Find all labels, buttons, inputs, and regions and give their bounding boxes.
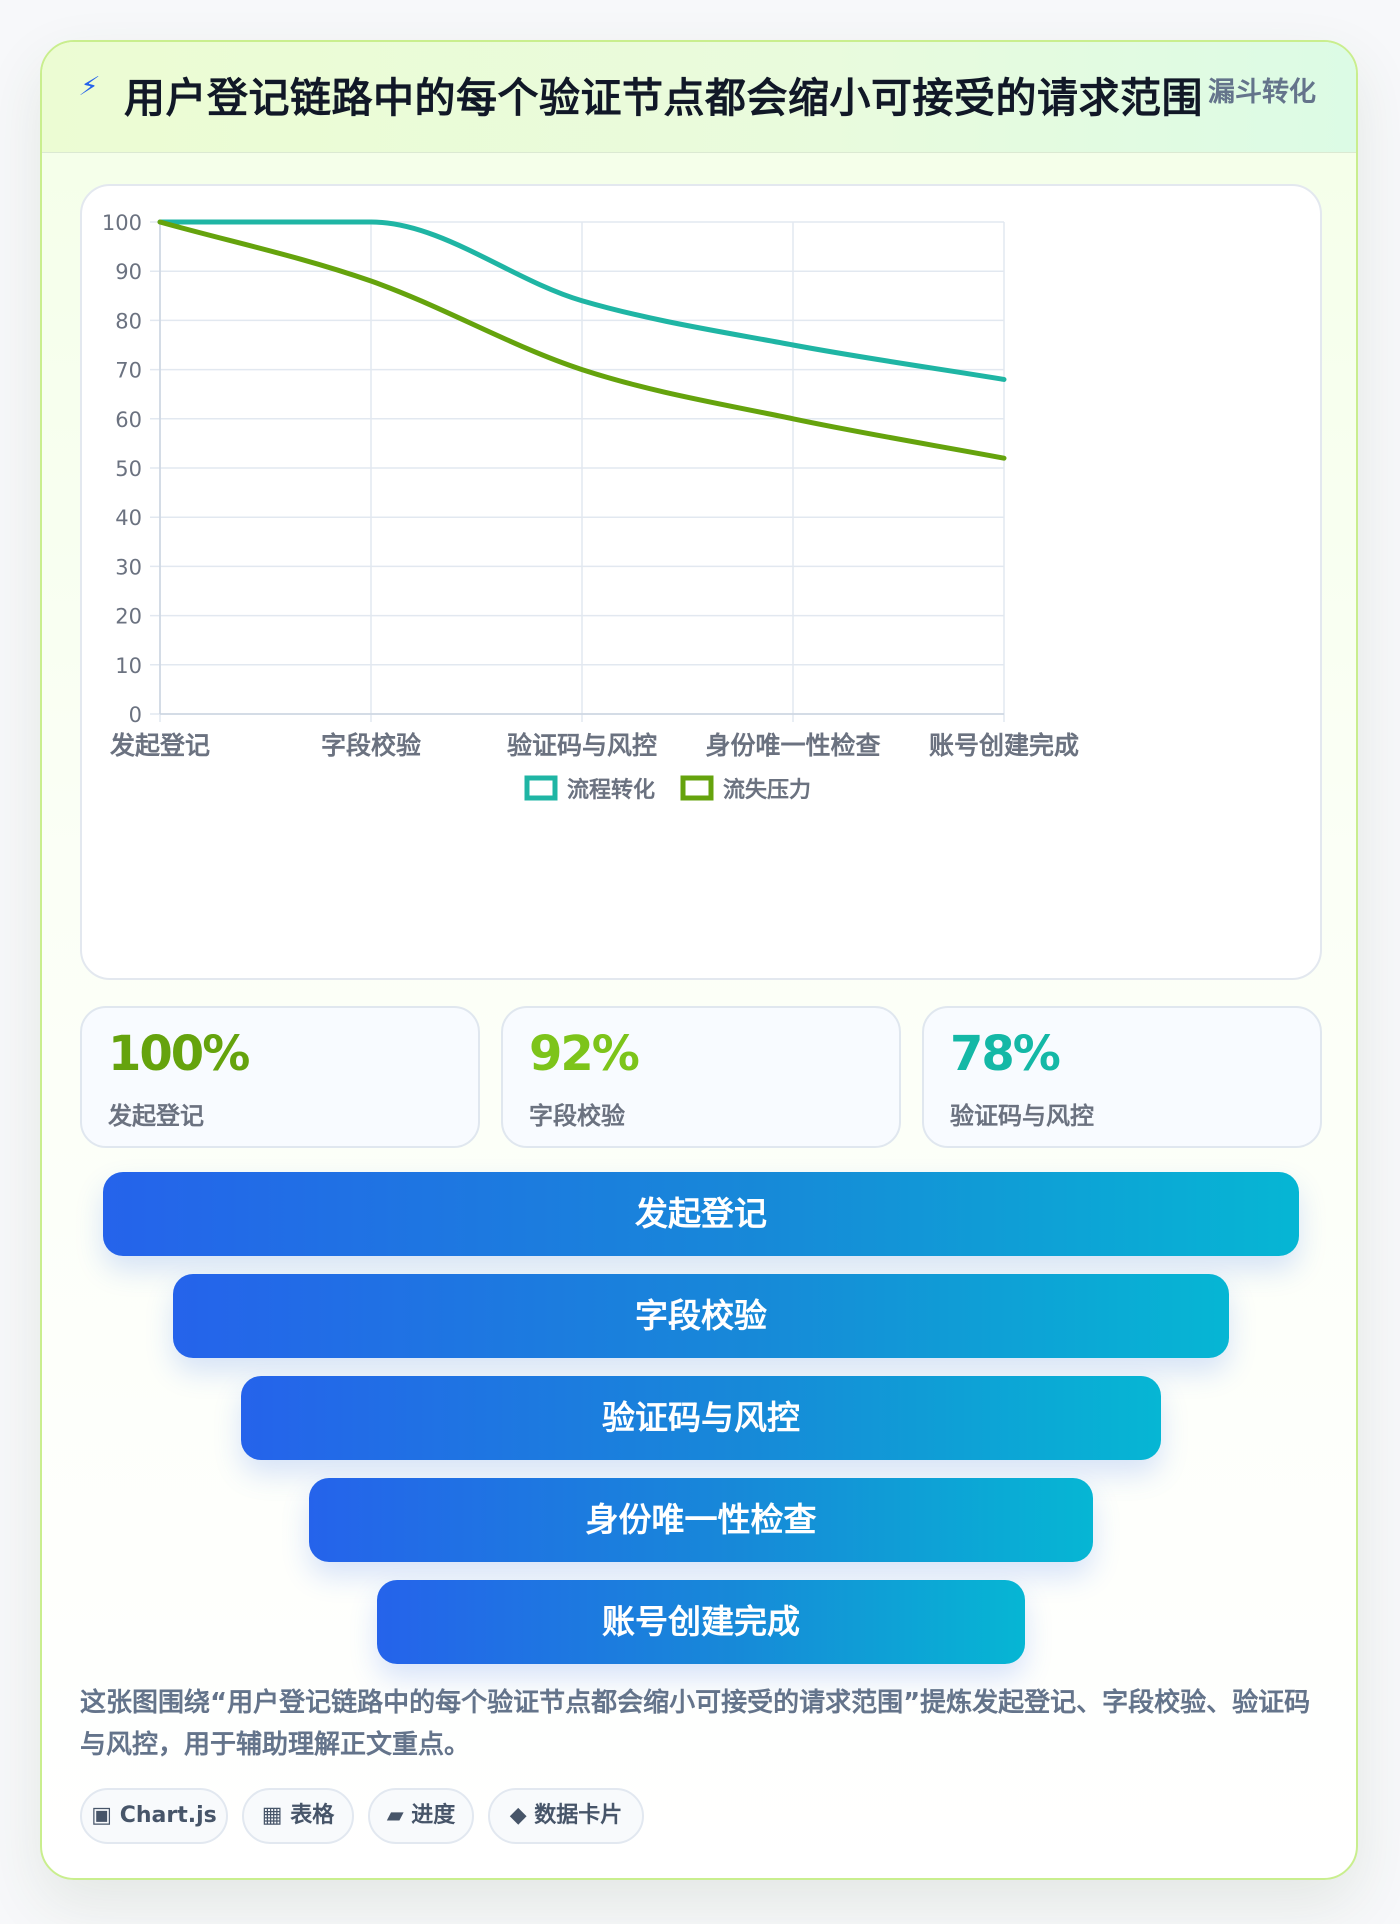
lightning-icon: ⚡ xyxy=(76,72,102,102)
y-tick-label: 10 xyxy=(115,654,142,678)
y-tick-label: 0 xyxy=(129,703,142,727)
line-chart-panel: 0 10 20 30 40 50 60 70 80 90 100 发起登记 字段校验 验证码与风控 身份唯一… xyxy=(80,184,1322,980)
chip-label: 数据卡片 xyxy=(534,1803,623,1828)
table-icon: ▦ xyxy=(261,1803,283,1828)
x-tick-label: 验证码与风控 xyxy=(507,731,657,760)
stat-label: 字段校验 xyxy=(529,1102,625,1130)
y-tick-label: 100 xyxy=(102,211,142,235)
y-tick-label: 50 xyxy=(115,457,142,481)
x-tick-label: 账号创建完成 xyxy=(929,731,1079,760)
chip-progress[interactable]: ▰ 进度 xyxy=(368,1788,474,1844)
chart-description: 这张图围绕“用户登记链路中的每个验证节点都会缩小可接受的请求范围”提炼发起登记、… xyxy=(80,1688,1311,1760)
legend-swatch-0 xyxy=(524,775,558,801)
funnel-stage-2: 验证码与风控 xyxy=(241,1376,1161,1460)
progress-icon: ▰ xyxy=(386,1803,404,1828)
page-title: 用户登记链路中的每个验证节点都会缩小可接受的请求范围 xyxy=(124,74,1203,122)
line-chart: 0 10 20 30 40 50 60 70 80 90 100 发起登记 字段校验 验证码与风控 身份唯一… xyxy=(102,211,1079,803)
stat-value: 92% xyxy=(529,1026,640,1082)
chip-label: 表格 xyxy=(290,1803,335,1828)
x-tick-label: 发起登记 xyxy=(109,731,210,760)
funnel-stage-0: 发起登记 xyxy=(103,1172,1299,1256)
legend-label-1: 流失压力 xyxy=(723,777,811,803)
y-tick-label: 80 xyxy=(115,309,142,333)
y-tick-label: 30 xyxy=(115,555,142,579)
stat-card-0: 100% 发起登记 xyxy=(80,1006,480,1148)
y-tick-label: 70 xyxy=(115,359,142,383)
legend-swatch-1 xyxy=(680,775,714,801)
stat-card-2: 78% 验证码与风控 xyxy=(922,1006,1322,1148)
chip-data-card[interactable]: ◆ 数据卡片 xyxy=(488,1788,644,1844)
stat-label: 发起登记 xyxy=(108,1102,204,1130)
stat-card-1: 92% 字段校验 xyxy=(501,1006,901,1148)
category-tag: 漏斗转化 xyxy=(1208,77,1316,108)
x-tick-label: 字段校验 xyxy=(321,731,421,760)
report-card: ⚡ 用户登记链路中的每个验证节点都会缩小可接受的请求范围 漏斗转化 0 10 20 3… xyxy=(40,40,1358,1880)
chip-label: Chart.js xyxy=(119,1803,217,1828)
y-tick-label: 90 xyxy=(115,260,142,284)
y-tick-label: 40 xyxy=(115,506,142,530)
stat-value: 78% xyxy=(950,1026,1061,1082)
card-header: ⚡ 用户登记链路中的每个验证节点都会缩小可接受的请求范围 漏斗转化 xyxy=(42,42,1356,153)
chip-chartjs[interactable]: ▣ Chart.js xyxy=(80,1788,228,1844)
chip-table[interactable]: ▦ 表格 xyxy=(242,1788,354,1844)
funnel-stage-1: 字段校验 xyxy=(173,1274,1229,1358)
chip-label: 进度 xyxy=(411,1803,456,1828)
legend-label-0: 流程转化 xyxy=(567,777,655,803)
funnel-stage-4: 账号创建完成 xyxy=(377,1580,1025,1664)
x-tick-label: 身份唯一性检查 xyxy=(705,731,880,760)
data-card-icon: ◆ xyxy=(509,1803,527,1828)
stat-value: 100% xyxy=(108,1026,250,1082)
chart-icon: ▣ xyxy=(91,1803,113,1828)
series-line-0 xyxy=(157,219,1007,382)
y-tick-label: 60 xyxy=(115,408,142,432)
funnel-stage-3: 身份唯一性检查 xyxy=(309,1478,1093,1562)
y-tick-label: 20 xyxy=(115,605,142,629)
stat-label: 验证码与风控 xyxy=(950,1102,1094,1130)
series-line-1 xyxy=(157,219,1007,461)
